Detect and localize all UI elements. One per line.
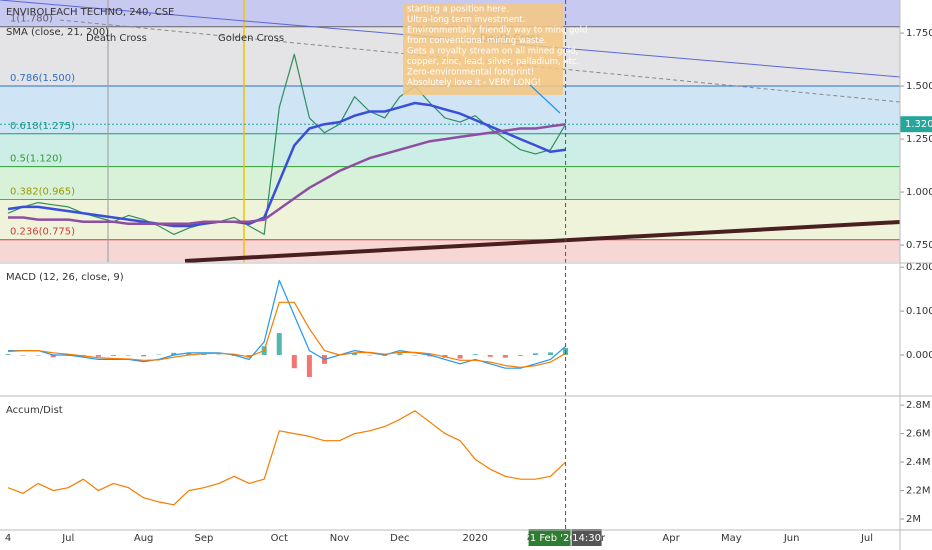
x-tick-label: Jul <box>860 533 873 544</box>
histogram-bar <box>186 352 192 356</box>
x-tick-label: 4 <box>5 533 11 544</box>
trend-line <box>184 220 901 263</box>
fib-label: 0.618(1.275) <box>10 121 75 132</box>
x-tick-label: May <box>721 533 742 544</box>
crosshair-date-box <box>528 529 571 546</box>
note-line: Zero-environmental footprint! <box>407 68 534 78</box>
y-tick-label: 2.2M <box>906 486 931 497</box>
histogram-bar <box>5 354 11 356</box>
histogram-bar <box>141 355 147 357</box>
y-tick-label: 1.750 <box>906 28 932 39</box>
y-tick-label: 0.750 <box>906 240 932 251</box>
histogram-bar <box>306 355 312 377</box>
x-tick-label: 2020 <box>462 533 487 544</box>
y-tick-label: 0.100 <box>906 306 932 317</box>
x-tick-label: Nov <box>330 533 350 544</box>
annotation: Golden Cross <box>218 33 284 44</box>
histogram-bar <box>156 354 162 356</box>
crosshair-date: 21 Feb '20 <box>523 533 575 544</box>
x-tick-label: Oct <box>271 533 288 544</box>
note-box <box>403 3 563 95</box>
histogram-bar <box>201 354 207 356</box>
histogram-bar <box>397 353 403 356</box>
backgrounds <box>0 0 901 263</box>
pane-title: Accum/Dist <box>6 405 63 416</box>
histogram-bar <box>457 355 463 359</box>
last-price-tag <box>900 116 932 133</box>
note-line: copper, zinc, lead, silver, palladium, e… <box>407 57 579 67</box>
fib-label: 0.382(0.965) <box>10 186 75 197</box>
y-tick-label: 0.200 <box>906 262 932 273</box>
x-tick-label: Jul <box>61 533 74 544</box>
histogram-bar <box>20 355 26 356</box>
fib-zone <box>0 199 900 240</box>
last-price-label: 1.320 <box>905 119 932 130</box>
fib-label: 0.786(1.500) <box>10 73 75 84</box>
x-tick-label: Jun <box>783 533 800 544</box>
histogram-bar <box>472 354 478 356</box>
y-tick-label: 2.8M <box>906 400 931 411</box>
crosshair-time: 14:30 <box>572 533 601 544</box>
histogram-bar <box>502 355 508 358</box>
series-line <box>7 410 567 506</box>
histogram-bar <box>487 355 493 357</box>
x-tick-label: Apr <box>662 533 680 544</box>
histogram-bar <box>171 352 177 356</box>
histogram-bar <box>548 352 554 356</box>
histogram-bar <box>517 355 523 356</box>
fib-zone <box>0 166 900 200</box>
x-tick-label: Dec <box>390 533 409 544</box>
histogram-bar <box>216 354 222 356</box>
y-tick-label: 1.000 <box>906 187 932 198</box>
fib-label: 1(1.780) <box>10 14 53 25</box>
histogram-bar <box>276 333 282 356</box>
y-tick-label: 2M <box>906 514 921 525</box>
pane-title: ENVIROLEACH TECHNO, 240, CSE <box>6 7 174 18</box>
histogram-bar <box>427 355 433 357</box>
series-line <box>7 301 566 368</box>
histogram-bar <box>50 355 56 358</box>
series-line <box>8 279 566 369</box>
note-line: Environmentally friendly way to mine gol… <box>407 26 587 36</box>
histogram-bar <box>367 355 373 356</box>
note-line: starting a position here. <box>407 5 509 15</box>
crosshair-time-box <box>571 529 602 546</box>
annotation: Death Cross <box>86 33 147 44</box>
y-tick-label: 0.000 <box>906 350 932 361</box>
note-arrow <box>529 84 561 114</box>
y-tick-label: 2.4M <box>906 457 931 468</box>
y-tick-label: 2.6M <box>906 429 931 440</box>
note-line: from conventional mining waste. <box>407 36 547 46</box>
series-line <box>7 101 566 228</box>
x-tick-label: Sep <box>194 533 213 544</box>
y-tick-label: 1.500 <box>906 81 932 92</box>
note-line: Gets a royalty stream on all mined gold, <box>407 47 578 57</box>
histogram-bar <box>291 355 297 369</box>
note-line: Absolutely love it - VERY LONG! <box>407 78 541 88</box>
histogram-bar <box>532 353 538 356</box>
histogram-bar <box>110 355 116 356</box>
pane-title: MACD (12, 26, close, 9) <box>6 272 124 283</box>
fib-label: 0.5(1.120) <box>10 154 62 165</box>
note-line: Ultra-long term investment. <box>407 15 525 25</box>
pane-subtitle: SMA (close, 21, 200) <box>6 27 109 38</box>
series-line <box>7 53 567 235</box>
histogram-bar <box>95 355 101 357</box>
histogram-bar <box>412 355 418 356</box>
histogram-bar <box>126 355 132 356</box>
marks <box>5 53 569 506</box>
histogram-bar <box>35 355 41 356</box>
x-tick-label: Aug <box>134 533 154 544</box>
fib-label: 0.236(0.775) <box>10 227 75 238</box>
y-tick-label: 1.250 <box>906 134 932 145</box>
fib-zone <box>0 239 900 262</box>
series-line <box>8 122 566 226</box>
histogram-bar <box>352 352 358 356</box>
